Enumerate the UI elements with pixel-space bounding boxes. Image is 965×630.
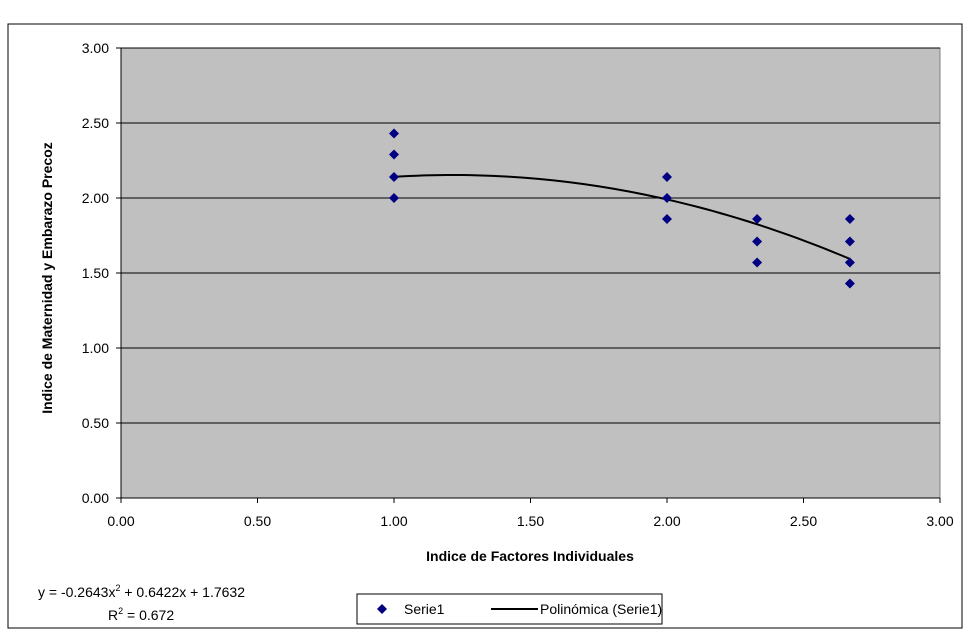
- r2-value: = 0.672: [123, 607, 174, 623]
- legend: Serie1 Polinómica (Serie1): [356, 593, 663, 625]
- r2-exponent: 2: [118, 606, 123, 616]
- data-points: [389, 128, 855, 289]
- y-tick-label-0: 0.00: [82, 490, 109, 506]
- data-point-0-9: [752, 257, 763, 268]
- data-point-0-11: [844, 236, 855, 247]
- axes: 0.00 0.50 1.00 1.50 2.00 2.50 3.00 0.00 0.50 1.00…: [82, 40, 954, 529]
- x-tick-label-1: 0.50: [244, 513, 271, 529]
- legend-marker-serie1: [377, 604, 387, 614]
- x-tick-label-2: 1.00: [380, 513, 407, 529]
- data-point-0-2: [389, 172, 399, 182]
- y-tick-label-5: 2.50: [82, 115, 109, 131]
- x-tick-label-5: 2.50: [790, 513, 817, 529]
- trendline-curve: [393, 174, 851, 260]
- data-point-0-0: [389, 128, 399, 139]
- legend-label-trend: Polinómica (Serie1): [540, 601, 662, 617]
- data-point-0-3: [389, 193, 399, 203]
- y-axis-title: Indice de Maternidad y Embarazo Precoz: [39, 142, 55, 414]
- data-point-0-1: [389, 149, 399, 160]
- data-point-0-13: [844, 278, 855, 289]
- y-tick-label-4: 2.00: [82, 190, 109, 206]
- x-tick-label-3: 1.50: [517, 513, 544, 529]
- r2-symbol: R: [108, 607, 118, 623]
- data-point-0-10: [844, 214, 855, 224]
- data-point-0-12: [844, 257, 855, 268]
- y-tick-label-3: 1.50: [82, 265, 109, 281]
- equation-part-2: + 0.6422x + 1.7632: [120, 584, 245, 600]
- data-point-0-6: [662, 214, 672, 224]
- trendline-equation: y = -0.2643x2 + 0.6422x + 1.7632: [38, 583, 245, 600]
- x-axis-title: Indice de Factores Individuales: [426, 548, 634, 564]
- y-tick-label-1: 0.50: [82, 415, 109, 431]
- y-tick-label-6: 3.00: [82, 40, 109, 56]
- equation-part-1: y = -0.2643x: [38, 584, 115, 600]
- data-point-0-5: [662, 193, 672, 203]
- trendline-layer: [393, 174, 851, 260]
- data-point-0-4: [662, 172, 672, 182]
- legend-label-serie1: Serie1: [404, 601, 445, 617]
- x-tick-label-4: 2.00: [653, 513, 680, 529]
- data-point-0-7: [752, 214, 763, 224]
- data-point-0-8: [752, 236, 763, 247]
- gridlines: [121, 47, 940, 424]
- equation-exponent: 2: [115, 583, 120, 593]
- r-squared: R2 = 0.672: [108, 606, 174, 623]
- x-tick-label-6: 3.00: [926, 513, 953, 529]
- y-tick-label-2: 1.00: [82, 340, 109, 356]
- x-tick-label-0: 0.00: [107, 513, 134, 529]
